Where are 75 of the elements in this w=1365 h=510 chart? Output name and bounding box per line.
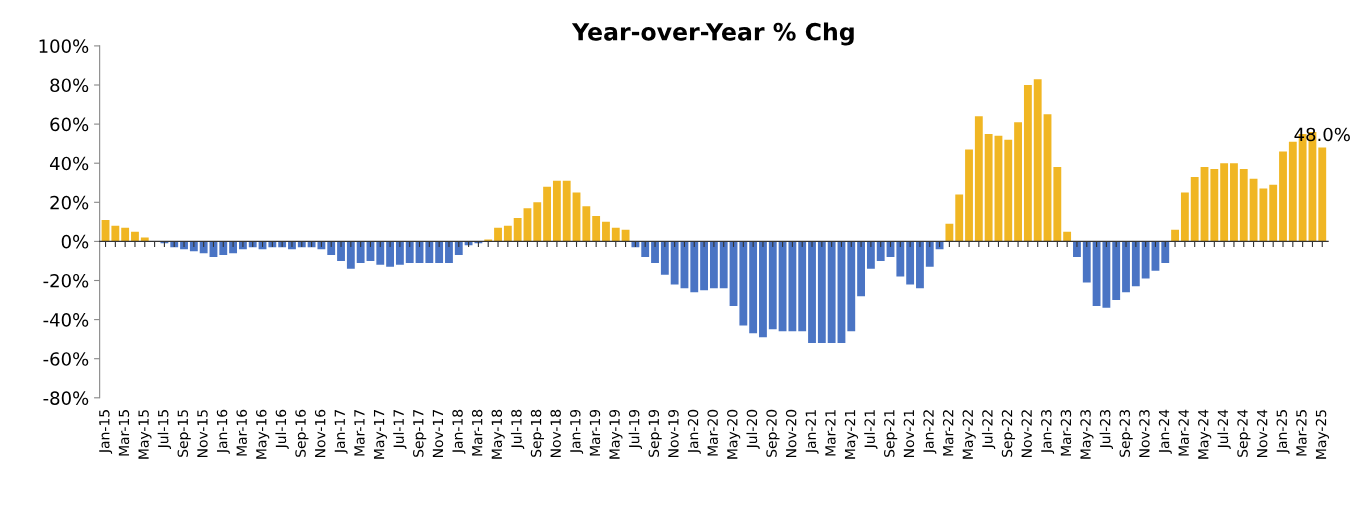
x-tick-label: Mar-21 (825, 410, 836, 456)
y-tick-label: 80% (50, 78, 89, 93)
y-tick-label: 40% (49, 156, 89, 171)
x-tick-label: May-24 (1198, 409, 1212, 459)
y-tick-label: 20% (50, 195, 89, 210)
x-tick-label: Mar-15 (118, 410, 130, 456)
x-tick-label: Mar-22 (942, 410, 954, 456)
x-tick-label: Mar-18 (471, 409, 483, 456)
x-tick-label: Nov-18 (550, 409, 561, 457)
x-tick-label: Sep-24 (1237, 409, 1251, 457)
x-tick-label: Sep-20 (766, 409, 780, 457)
x-tick-label: Sep-16 (295, 409, 309, 457)
x-tick-label: Mar-25 (1296, 410, 1307, 456)
x-tick-label: Sep-15 (177, 410, 191, 457)
x-tick-label: May-16 (256, 409, 270, 459)
x-tick-label: Mar-16 (236, 409, 247, 456)
x-tick-label: Nov-22 (1021, 410, 1032, 457)
x-tick-label: Jan-23 (1041, 410, 1055, 454)
x-tick-label: Mar-23 (1060, 410, 1072, 456)
x-tick-label: Nov-20 (785, 409, 797, 457)
x-tick-label: Sep-21 (884, 410, 898, 457)
x-tick-label: Sep-22 (1001, 410, 1015, 457)
chart-title: Year-over-Year % Chg (571, 22, 854, 46)
x-tick-label: Jan-19 (570, 409, 584, 454)
y-tick-label: -40% (43, 313, 89, 327)
y-tick-label: 60% (50, 117, 89, 132)
x-tick-label: Mar-17 (354, 410, 365, 456)
x-tick-label: Jul-18 (510, 409, 525, 450)
x-tick-label: May-22 (962, 410, 976, 459)
x-tick-label: Jan-22 (923, 410, 937, 454)
y-tick-label: -60% (43, 352, 89, 366)
x-tick-label: Mar-19 (589, 409, 601, 456)
x-tick-label: Jan-24 (1158, 409, 1172, 454)
x-tick-label: Jan-18 (452, 409, 466, 454)
x-tick-label: May-20 (727, 409, 741, 459)
x-tick-label: Jul-16 (275, 409, 289, 450)
x-tick-label: Nov-21 (903, 410, 915, 457)
x-tick-label: Nov-23 (1139, 410, 1150, 457)
x-tick-label: Jan-25 (1276, 410, 1290, 454)
y-tick-label: -80% (43, 391, 89, 405)
x-tick-label: Jul-23 (1099, 410, 1113, 450)
x-tick-label: Sep-17 (413, 410, 427, 457)
x-tick-label: Jul-19 (628, 409, 643, 450)
x-tick-label: May-25 (1315, 410, 1329, 459)
x-tick-label: Jul-15 (157, 410, 172, 450)
data-label: 48.0% (1294, 127, 1350, 142)
y-tick-label: -20% (43, 273, 89, 288)
x-tick-label: May-18 (491, 409, 505, 459)
y-tick-label: 0% (61, 234, 89, 249)
x-tick-label: Nov-15 (197, 410, 208, 457)
x-tick-label: Sep-18 (530, 409, 544, 457)
x-tick-label: Jan-16 (216, 409, 230, 454)
x-tick-label: Jul-24 (1217, 409, 1231, 450)
x-tick-label: Nov-17 (432, 410, 444, 457)
x-tick-label: May-17 (373, 410, 387, 459)
x-tick-label: Sep-19 (648, 409, 662, 457)
x-tick-label: May-19 (609, 409, 623, 459)
x-tick-label: Jul-17 (393, 410, 407, 450)
x-tick-label: Nov-24 (1256, 409, 1268, 457)
x-tick-label: Jul-22 (981, 410, 996, 450)
x-tick-label: Jan-17 (334, 410, 348, 454)
x-tick-label: Nov-16 (314, 409, 326, 457)
x-tick-label: Jan-15 (99, 410, 113, 454)
x-tick-label: Sep-23 (1119, 410, 1133, 457)
x-tick-label: Jul-20 (746, 409, 760, 450)
x-tick-label: Jan-20 (687, 409, 701, 454)
x-tick-label: Mar-24 (1178, 409, 1189, 456)
y-tick-label: 100% (39, 39, 89, 54)
x-tick-label: Nov-19 (668, 409, 679, 457)
x-tick-label: May-15 (138, 410, 152, 459)
x-tick-label: Jan-21 (805, 410, 819, 454)
x-tick-label: May-23 (1080, 410, 1094, 459)
x-tick-label: Jul-21 (864, 410, 878, 450)
x-tick-label: May-21 (844, 410, 858, 459)
x-tick-label: Mar-20 (707, 409, 718, 456)
